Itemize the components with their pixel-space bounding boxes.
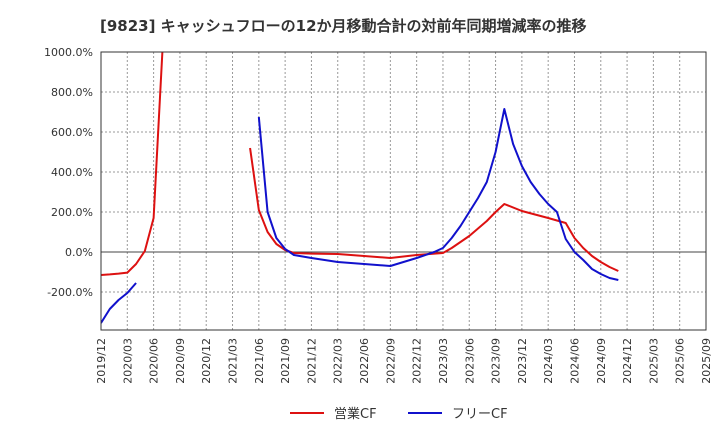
x-tick-label: 2019/12 — [95, 338, 108, 384]
x-tick-label: 2024/03 — [542, 338, 555, 384]
x-tick-label: 2023/12 — [516, 338, 529, 384]
y-tick-label: 1000.0% — [44, 46, 93, 59]
x-tick-label: 2020/09 — [174, 338, 187, 384]
series-line-free-cf — [257, 108, 619, 281]
x-tick-label: 2022/03 — [332, 338, 345, 384]
series-line-free-cf — [101, 282, 137, 324]
x-tick-label: 2022/09 — [384, 338, 397, 384]
legend-label: 営業CF — [334, 406, 377, 422]
x-tick-label: 2020/06 — [148, 338, 161, 384]
x-tick-label: 2021/06 — [253, 338, 266, 384]
series-group — [101, 52, 619, 324]
x-tick-label: 2025/09 — [700, 338, 713, 384]
x-tick-label: 2022/12 — [411, 338, 424, 384]
x-tick-label: 2024/09 — [595, 338, 608, 384]
plot-area — [101, 52, 706, 330]
y-tick-label: 400.0% — [51, 166, 93, 179]
y-tick-label: 200.0% — [51, 206, 93, 219]
x-tick-label: 2024/12 — [621, 338, 634, 384]
y-tick-label: 0.0% — [65, 246, 93, 259]
x-tick-label: 2022/06 — [358, 338, 371, 384]
x-tick-label: 2023/03 — [437, 338, 450, 384]
chart-title: [9823] キャッシュフローの12か月移動合計の対前年同期増減率の推移 — [100, 17, 587, 35]
x-tick-label: 2024/06 — [568, 338, 581, 384]
x-tick-label: 2020/03 — [121, 338, 134, 384]
x-tick-label: 2023/06 — [463, 338, 476, 384]
y-tick-label: 800.0% — [51, 86, 93, 99]
y-axis: -200.0% 0.0% 200.0% 400.0% 600.0% 800.0% 1000.… — [44, 46, 93, 299]
x-tick-label: 2021/03 — [227, 338, 240, 384]
x-tick-label: 2021/12 — [305, 338, 318, 384]
series-line-operating-cf — [101, 52, 164, 276]
legend-label: フリーCF — [452, 407, 508, 422]
x-tick-label: 2023/09 — [490, 338, 503, 384]
y-tick-label: 600.0% — [51, 126, 93, 139]
x-tick-label: 2025/06 — [674, 338, 687, 384]
y-tick-label: -200.0% — [47, 286, 93, 299]
x-axis: 2019/12 2020/03 2020/06 2020/09 2020/12 2021/… — [95, 338, 713, 384]
x-tick-label: 2021/09 — [279, 338, 292, 384]
x-tick-label: 2025/03 — [647, 338, 660, 384]
legend: 営業CF フリーCF — [290, 406, 508, 422]
plot-border — [100, 51, 707, 331]
x-tick-label: 2020/12 — [200, 338, 213, 384]
